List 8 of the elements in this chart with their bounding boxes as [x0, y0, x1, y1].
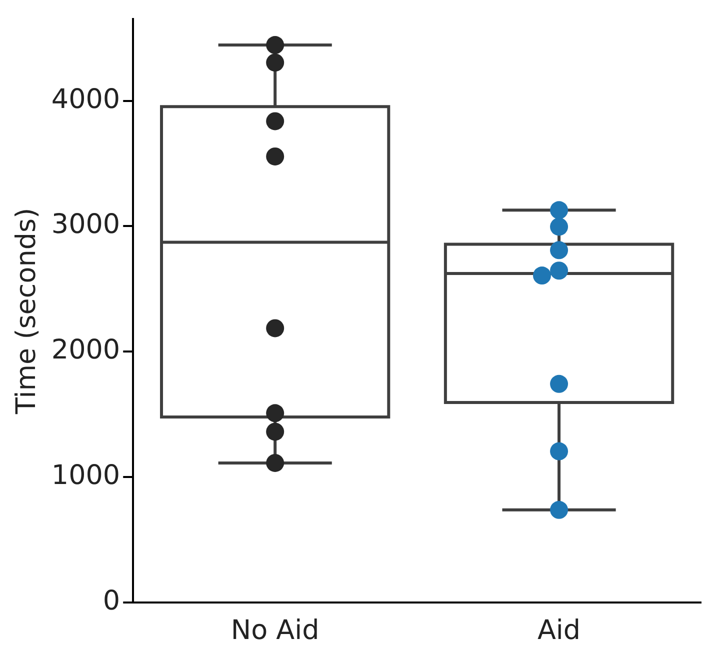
x-tick-label: No Aid	[230, 614, 320, 646]
y-tick-label: 0	[102, 586, 120, 617]
y-axis-title: Time (seconds)	[11, 208, 42, 415]
y-tick-label: 2000	[51, 334, 120, 366]
x-tick-label: Aid	[537, 614, 581, 646]
y-tick-label: 1000	[51, 460, 120, 492]
y-tick-label: 3000	[51, 209, 120, 240]
y-tick-label: 4000	[51, 84, 120, 115]
